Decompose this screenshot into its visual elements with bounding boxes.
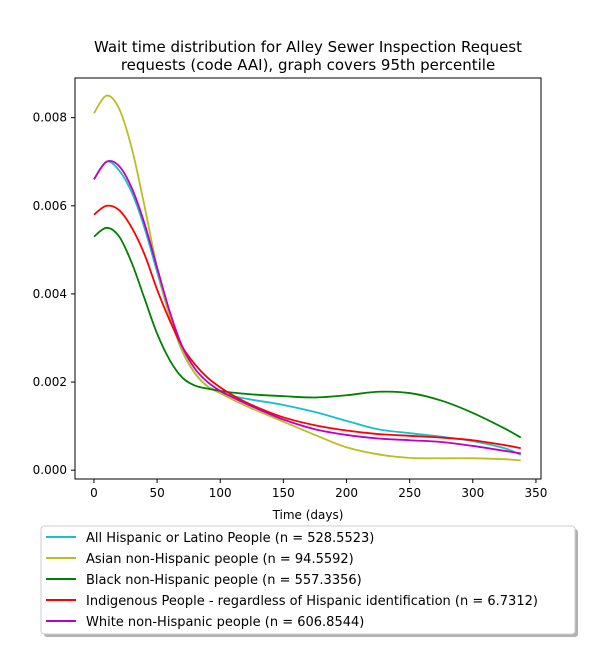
series-line-1 (93, 94, 521, 462)
series-line-4 (93, 159, 521, 455)
x-axis: 0 50 100 150 200 250 300 350 (90, 479, 547, 500)
x-tick-label: 200 (335, 486, 358, 500)
y-tick-label: 0.002 (33, 375, 67, 389)
chart-title-line-2: requests (code AAI), graph covers 95th p… (121, 56, 495, 74)
x-tick-label: 100 (209, 486, 232, 500)
y-tick-label: 0.000 (33, 463, 67, 477)
y-tick-label: 0.004 (33, 287, 67, 301)
legend-box (40, 525, 576, 635)
legend-label: Black non-Hispanic people (n = 557.3356) (86, 573, 362, 588)
x-tick-label: 0 (90, 486, 98, 500)
legend-label: Indigenous People - regardless of Hispan… (86, 594, 538, 609)
series-line-3 (93, 204, 521, 450)
x-tick-label: 300 (461, 486, 484, 500)
plot-frame (74, 77, 542, 480)
chart-title-line-1: Wait time distribution for Alley Sewer I… (94, 38, 522, 56)
y-tick-label: 0.008 (33, 111, 67, 125)
series-layer (93, 94, 522, 462)
x-tick-label: 250 (398, 486, 421, 500)
y-axis: 0.000 0.002 0.004 0.006 0.008 (33, 111, 75, 477)
x-tick-label: 350 (524, 486, 547, 500)
y-tick-label: 0.006 (33, 199, 67, 213)
legend-label: White non-Hispanic people (n = 606.8544) (86, 615, 364, 630)
x-tick-label: 150 (272, 486, 295, 500)
x-tick-label: 50 (149, 486, 164, 500)
legend-label: Asian non-Hispanic people (n = 94.5592) (86, 552, 354, 567)
legend-label: All Hispanic or Latino People (n = 528.5… (86, 531, 374, 546)
legend: All Hispanic or Latino People (n = 528.5… (40, 525, 578, 637)
x-axis-label: Time (days) (272, 508, 344, 522)
